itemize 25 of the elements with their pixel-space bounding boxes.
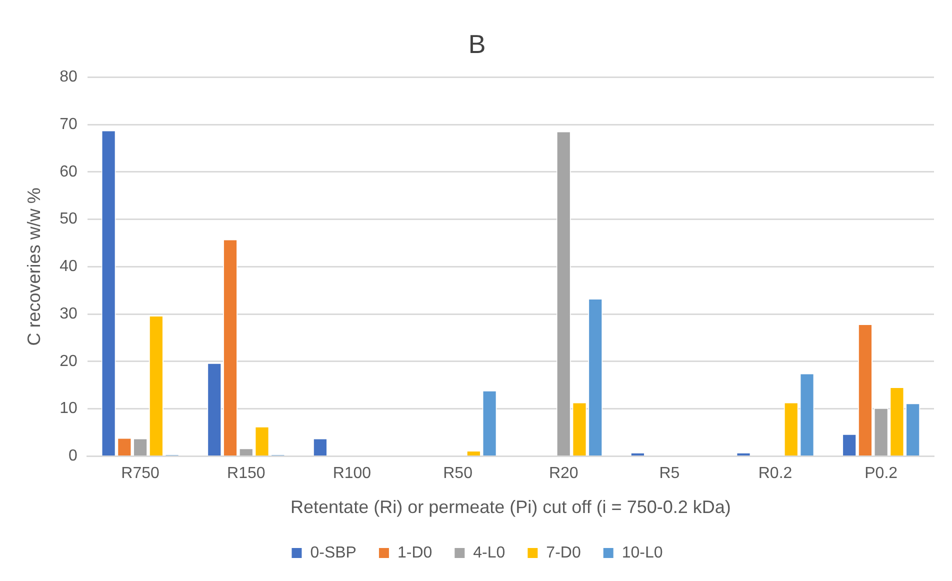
legend-label: 7-D0 <box>546 544 581 562</box>
chart-title: B <box>468 28 486 59</box>
y-tick-label: 50 <box>60 210 78 228</box>
x-tick-label: P0.2 <box>864 465 898 482</box>
x-tick-label: R0.2 <box>758 465 792 482</box>
x-tick-label: R50 <box>443 465 473 482</box>
legend-label: 1-D0 <box>397 544 432 562</box>
y-tick-label: 0 <box>68 448 78 465</box>
x-tick-label: R5 <box>659 465 680 482</box>
legend-label: 4-L0 <box>473 544 506 562</box>
y-tick-label: 80 <box>60 68 78 86</box>
y-axis-title: C recoveries w/w % <box>24 188 44 346</box>
x-tick-label: R750 <box>121 465 160 482</box>
y-tick-label: 70 <box>60 116 78 133</box>
y-tick-label: 30 <box>60 305 78 322</box>
x-axis-title: Retentate (Ri) or permeate (Pi) cut off (i = 750-0.2 kDa) <box>290 497 731 518</box>
x-tick-label: R20 <box>548 465 578 482</box>
y-tick-label: 60 <box>60 163 78 180</box>
x-tick-label: R100 <box>332 465 372 482</box>
legend-label: 10-L0 <box>622 544 663 562</box>
x-tick-label: R150 <box>227 465 266 482</box>
legend-label: 0-SBP <box>310 544 356 562</box>
y-tick-label: 20 <box>60 352 78 370</box>
y-tick-label: 40 <box>60 258 78 276</box>
y-tick-label: 10 <box>60 400 78 418</box>
